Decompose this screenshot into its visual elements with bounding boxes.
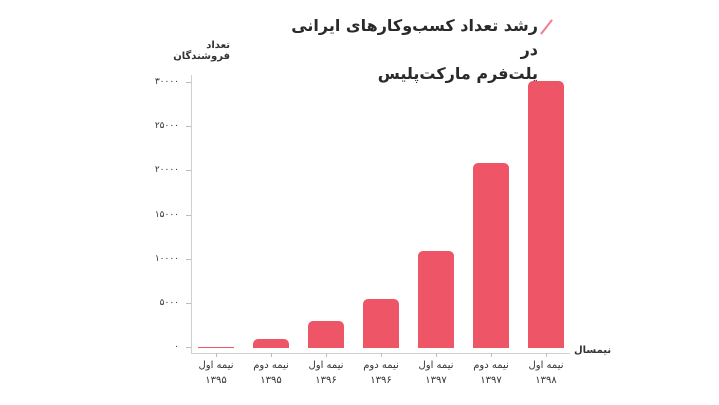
y-tick-label: ۲۵۰۰۰ [154, 121, 179, 132]
bar [528, 81, 564, 348]
x-tick-label-half: نیمه اول [528, 360, 564, 371]
x-tick-label-year: ۱۳۹۶ [315, 375, 337, 386]
x-tick-mark [216, 353, 217, 357]
bar [308, 320, 344, 348]
x-tick-label-year: ۱۳۹۷ [480, 375, 502, 386]
x-tick-label-year: ۱۳۹۵ [205, 375, 227, 386]
y-tick-mark [186, 82, 191, 83]
bar [418, 250, 454, 348]
bar [363, 298, 399, 348]
x-tick-label-half: نیمه اول [308, 360, 344, 371]
chart-title-line2: پلت‌فرم مارکت‌پلیس [377, 64, 538, 83]
y-axis-title: تعداد فروشندگان [173, 40, 230, 62]
x-tick-label-year: ۱۳۹۵ [260, 375, 282, 386]
x-tick-label: نیمه دوم ۱۳۹۵ [241, 358, 301, 388]
x-tick-label-half: نیمه اول [418, 360, 454, 371]
x-tick-label-half: نیمه دوم [473, 360, 509, 371]
x-tick-label-year: ۱۳۹۶ [370, 375, 392, 386]
x-tick-label-year: ۱۳۹۷ [425, 375, 447, 386]
x-tick-mark [436, 353, 437, 357]
y-tick-mark [186, 258, 191, 260]
y-tick-label: ۱۰۰۰۰ [154, 253, 179, 264]
x-tick-mark [546, 353, 547, 357]
bar [253, 339, 289, 348]
x-tick-label: نیمه اول ۱۳۹۶ [296, 358, 356, 388]
x-tick-label: نیمه اول ۱۳۹۸ [516, 358, 576, 388]
y-tick-label: ۵۰۰۰ [159, 297, 179, 308]
y-tick-mark [186, 170, 191, 172]
y-axis-line [191, 75, 192, 353]
x-tick-mark [326, 353, 327, 357]
x-tick-mark [381, 353, 382, 357]
y-tick-label: ۳۰۰۰۰ [154, 77, 179, 87]
x-tick-label: نیمه اول ۱۳۹۷ [406, 358, 466, 388]
bar [473, 162, 509, 348]
y-tick-label: ۱۵۰۰۰ [154, 209, 179, 220]
chart-title-line1: رشد تعداد کسب‌وکارهای ایرانی در [291, 16, 538, 59]
x-axis-title: نیمسال [574, 345, 612, 356]
x-tick-mark [491, 353, 492, 357]
bar [198, 346, 234, 348]
x-tick-label-half: نیمه اول [198, 360, 234, 371]
chart-title: رشد تعداد کسب‌وکارهای ایرانی در پلت‌فرم … [278, 14, 538, 86]
x-tick-label-half: نیمه دوم [253, 360, 289, 371]
x-tick-label: نیمه دوم ۱۳۹۶ [351, 358, 411, 388]
x-tick-label: نیمه اول ۱۳۹۵ [186, 358, 246, 388]
x-tick-label-year: ۱۳۹۸ [535, 375, 557, 386]
y-tick-label: ۲۰۰۰۰ [154, 165, 179, 176]
x-axis-line [191, 353, 570, 354]
y-tick-mark [186, 126, 191, 128]
y-tick-mark [186, 302, 191, 304]
x-tick-label: نیمه دوم ۱۳۹۷ [461, 358, 521, 388]
y-tick-mark [186, 347, 191, 348]
y-tick-mark [186, 214, 191, 216]
y-tick-label: ۰ [174, 342, 179, 352]
slash-decoration-icon [540, 19, 553, 35]
x-tick-label-half: نیمه دوم [363, 360, 399, 371]
x-tick-mark [271, 353, 272, 357]
